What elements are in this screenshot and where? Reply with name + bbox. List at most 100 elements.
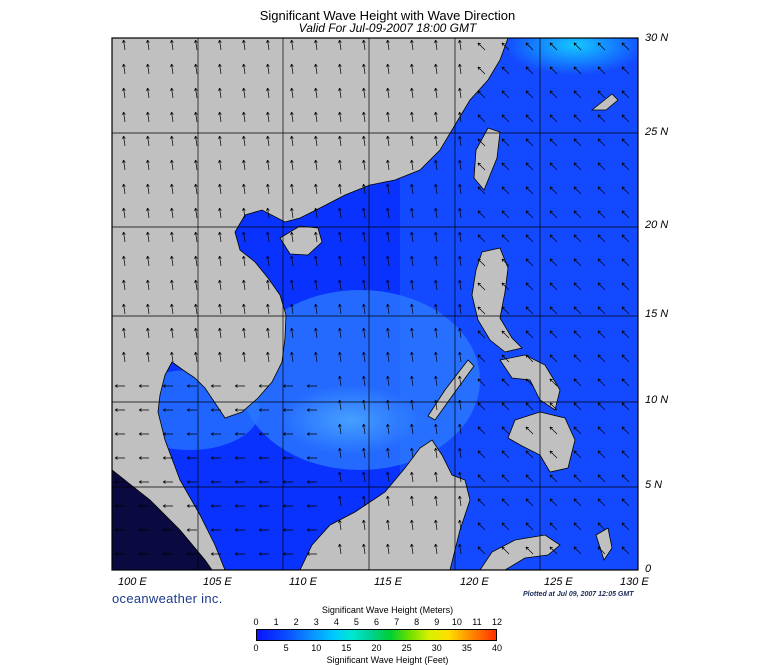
wave-arrow xyxy=(122,111,126,123)
wave-arrow xyxy=(338,111,342,123)
wave-arrow xyxy=(621,66,630,75)
wave-arrow xyxy=(290,303,294,315)
wave-arrow xyxy=(573,402,582,411)
colorbar-meter-tick: 6 xyxy=(373,617,380,627)
wave-arrow xyxy=(410,87,414,99)
wave-arrow xyxy=(458,327,462,339)
wave-arrow xyxy=(138,528,149,532)
wave-arrow xyxy=(282,528,293,532)
wave-arrow xyxy=(266,159,270,171)
colorbar-feet-title: Significant Wave Height (Feet) xyxy=(326,655,449,665)
wave-arrow xyxy=(362,255,366,267)
wave-arrow xyxy=(338,279,342,291)
wave-arrow xyxy=(501,354,510,363)
wave-arrow xyxy=(362,159,366,171)
wave-arrow xyxy=(597,66,606,75)
wave-arrow xyxy=(314,207,318,219)
wave-arrow xyxy=(338,495,342,507)
wave-arrow xyxy=(525,210,534,219)
wave-arrow xyxy=(597,354,606,363)
wave-arrow xyxy=(306,456,317,460)
wave-arrow xyxy=(122,87,126,99)
wave-arrow xyxy=(477,330,486,339)
wave-arrow xyxy=(170,63,174,75)
wave-arrow xyxy=(210,504,221,508)
wave-arrow xyxy=(434,303,438,315)
wave-arrow xyxy=(162,552,173,556)
wave-arrow xyxy=(597,42,606,51)
lon-label-115: 115 E xyxy=(374,576,402,588)
wave-arrow xyxy=(138,480,149,484)
wave-arrow xyxy=(266,255,270,267)
wave-arrow xyxy=(458,519,462,531)
wave-arrow xyxy=(186,480,197,484)
wave-arrow xyxy=(282,408,293,412)
wave-arrow xyxy=(114,384,125,388)
wave-arrow xyxy=(621,450,630,459)
wave-arrow xyxy=(410,231,414,243)
wave-arrow xyxy=(170,111,174,123)
wave-arrow xyxy=(458,231,462,243)
wave-arrow xyxy=(458,351,462,363)
wave-arrow xyxy=(314,159,318,171)
wave-arrow xyxy=(597,234,606,243)
wave-arrow xyxy=(234,528,245,532)
wave-arrow xyxy=(386,327,390,339)
wave-arrow xyxy=(573,42,582,51)
wave-arrow xyxy=(525,90,534,99)
wave-arrow xyxy=(458,543,462,555)
wave-arrow xyxy=(549,402,558,411)
wave-arrow xyxy=(338,471,342,483)
wave-arrow xyxy=(501,66,510,75)
wave-arrow xyxy=(573,114,582,123)
wave-arrow xyxy=(186,384,197,388)
land-ryukyu xyxy=(590,93,619,111)
wave-arrow xyxy=(434,63,438,75)
wave-arrow xyxy=(306,552,317,556)
wave-arrow xyxy=(386,207,390,219)
wave-arrow xyxy=(122,135,126,147)
wave-arrow xyxy=(258,456,269,460)
wave-arrow xyxy=(597,258,606,267)
wave-arrow xyxy=(621,402,630,411)
wave-arrow xyxy=(597,306,606,315)
wave-arrow xyxy=(242,111,246,123)
wave-arrow xyxy=(597,186,606,195)
wave-arrow xyxy=(597,162,606,171)
wave-arrow xyxy=(170,39,174,51)
wave-arrow xyxy=(549,186,558,195)
wave-arrow xyxy=(501,186,510,195)
wave-arrow xyxy=(138,504,149,508)
wave-arrow xyxy=(242,135,246,147)
wave-arrow xyxy=(338,207,342,219)
wave-arrow xyxy=(266,63,270,75)
wave-arrow xyxy=(122,255,126,267)
wave-arrow xyxy=(386,63,390,75)
colorbar-meter-tick: 4 xyxy=(333,617,339,627)
wave-arrow xyxy=(549,162,558,171)
wave-arrow xyxy=(290,111,294,123)
wave-arrow xyxy=(549,306,558,315)
wave-arrow xyxy=(501,546,510,555)
wave-arrow xyxy=(410,255,414,267)
wave-arrow xyxy=(477,66,486,75)
wave-arrow xyxy=(386,351,390,363)
wave-arrow xyxy=(362,207,366,219)
wave-arrow xyxy=(146,183,150,195)
colorbar xyxy=(256,629,497,641)
wave-arrow xyxy=(525,282,534,291)
wave-arrow xyxy=(266,39,270,51)
wave-arrow xyxy=(597,114,606,123)
wave-arrow xyxy=(194,111,198,123)
wave-arrow xyxy=(501,330,510,339)
wave-arrow xyxy=(597,378,606,387)
wave-arrow xyxy=(362,495,366,507)
wave-arrow xyxy=(186,552,197,556)
wave-arrow xyxy=(314,39,318,51)
wave-arrow xyxy=(525,426,534,435)
wave-arrow xyxy=(242,63,246,75)
wave-arrow xyxy=(621,546,630,555)
brand-logo: oceanweather inc. xyxy=(112,591,223,606)
lon-label-105: 105 E xyxy=(203,576,232,588)
wave-arrow xyxy=(597,330,606,339)
